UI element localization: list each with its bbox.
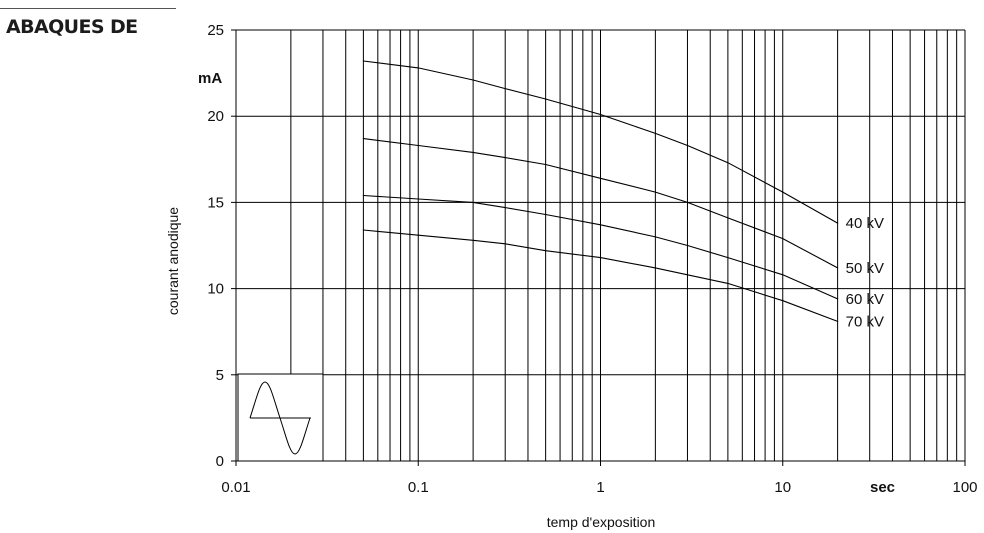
data-point — [417, 234, 419, 236]
y-unit-label: mA — [198, 70, 222, 87]
x-unit-label: sec — [870, 479, 895, 496]
x-axis-title: temp d'exposition — [547, 514, 656, 530]
data-point — [545, 213, 547, 216]
data-point — [727, 217, 729, 219]
data-point — [417, 67, 419, 69]
y-tick-label: 25 — [207, 22, 224, 39]
data-point — [472, 79, 474, 81]
data-point — [727, 162, 729, 164]
y-tick-label: 5 — [216, 367, 224, 384]
data-point — [654, 267, 657, 269]
data-point — [472, 239, 474, 241]
x-tick-label: 0.01 — [221, 479, 250, 496]
y-tick-label: 0 — [216, 453, 224, 470]
data-point — [837, 298, 839, 300]
data-point — [362, 194, 364, 197]
data-point — [654, 236, 657, 238]
data-point — [599, 177, 602, 179]
data-point — [686, 201, 689, 203]
data-point — [599, 113, 602, 116]
series-label: 40 kV — [846, 215, 884, 232]
data-point — [727, 257, 729, 259]
data-point — [686, 144, 689, 147]
chart-axes — [231, 29, 966, 466]
data-point — [545, 250, 547, 252]
series-label: 60 kV — [846, 291, 884, 308]
data-point — [472, 201, 474, 203]
data-point — [686, 244, 689, 247]
data-point — [837, 320, 839, 322]
data-point — [362, 229, 364, 231]
data-point — [837, 222, 839, 224]
series-label: 50 kV — [846, 260, 884, 277]
x-tick-label: 100 — [952, 479, 977, 496]
data-point — [727, 282, 729, 284]
page-title: ABAQUES DE — [6, 16, 138, 38]
data-point — [504, 157, 506, 159]
y-tick-label: 10 — [207, 281, 224, 298]
data-point — [417, 198, 419, 200]
data-point — [362, 138, 364, 140]
y-tick-label: 15 — [207, 194, 224, 211]
data-point — [782, 300, 784, 302]
data-point — [782, 274, 784, 276]
waveform-inset — [237, 373, 324, 462]
chart-series — [362, 60, 839, 322]
data-point — [545, 98, 547, 100]
data-point — [654, 132, 657, 134]
data-point — [599, 257, 602, 259]
sine-wave-icon — [249, 381, 311, 455]
data-point — [782, 191, 784, 193]
data-point — [654, 191, 657, 193]
chart-text: mA sec temp d'exposition courant anodiqu… — [165, 22, 978, 530]
data-point — [545, 163, 547, 166]
chart-grid — [236, 29, 966, 462]
y-axis-title: courant anodique — [165, 207, 181, 315]
data-point — [686, 274, 689, 276]
data-point — [362, 60, 364, 62]
x-tick-label: 10 — [774, 479, 791, 496]
x-tick-label: 0.1 — [408, 479, 429, 496]
data-point — [417, 144, 419, 147]
data-point — [472, 151, 474, 153]
data-point — [504, 207, 506, 209]
y-tick-label: 20 — [207, 108, 224, 125]
series-label: 70 kV — [846, 313, 884, 330]
data-point — [504, 88, 506, 90]
data-point — [599, 224, 602, 226]
x-tick-label: 1 — [596, 479, 604, 496]
heading-rule — [0, 8, 176, 9]
data-point — [504, 243, 506, 245]
data-point — [837, 267, 839, 269]
data-point — [782, 238, 784, 240]
